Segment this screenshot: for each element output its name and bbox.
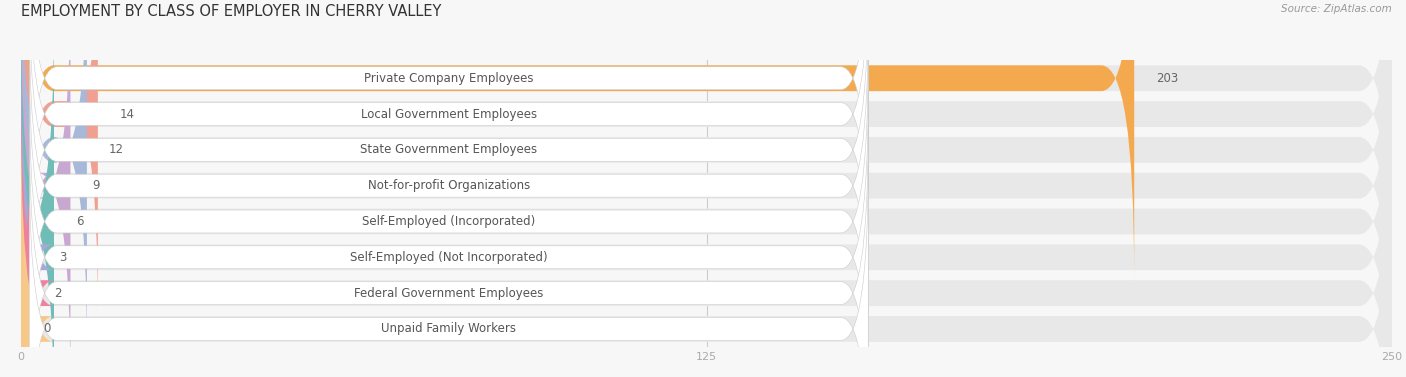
Text: Source: ZipAtlas.com: Source: ZipAtlas.com <box>1281 4 1392 14</box>
FancyBboxPatch shape <box>21 0 1392 280</box>
Text: EMPLOYMENT BY CLASS OF EMPLOYER IN CHERRY VALLEY: EMPLOYMENT BY CLASS OF EMPLOYER IN CHERR… <box>21 4 441 19</box>
Text: State Government Employees: State Government Employees <box>360 143 537 156</box>
Text: 6: 6 <box>76 215 83 228</box>
FancyBboxPatch shape <box>21 55 1392 377</box>
Text: 0: 0 <box>44 322 51 336</box>
Text: 14: 14 <box>120 107 135 121</box>
FancyBboxPatch shape <box>30 90 869 377</box>
FancyBboxPatch shape <box>21 20 53 377</box>
Text: Not-for-profit Organizations: Not-for-profit Organizations <box>368 179 530 192</box>
FancyBboxPatch shape <box>21 0 70 377</box>
Text: 203: 203 <box>1156 72 1178 85</box>
Text: Self-Employed (Incorporated): Self-Employed (Incorporated) <box>363 215 536 228</box>
FancyBboxPatch shape <box>30 161 869 377</box>
Text: Unpaid Family Workers: Unpaid Family Workers <box>381 322 516 336</box>
Text: 9: 9 <box>93 179 100 192</box>
Text: Federal Government Employees: Federal Government Employees <box>354 287 544 300</box>
Text: Self-Employed (Not Incorporated): Self-Employed (Not Incorporated) <box>350 251 547 264</box>
FancyBboxPatch shape <box>21 0 1392 377</box>
FancyBboxPatch shape <box>30 54 869 377</box>
FancyBboxPatch shape <box>21 20 1392 377</box>
FancyBboxPatch shape <box>21 0 98 316</box>
FancyBboxPatch shape <box>21 127 1392 377</box>
FancyBboxPatch shape <box>30 126 869 377</box>
FancyBboxPatch shape <box>21 91 1392 377</box>
FancyBboxPatch shape <box>30 0 869 317</box>
FancyBboxPatch shape <box>4 55 53 377</box>
FancyBboxPatch shape <box>30 0 869 282</box>
FancyBboxPatch shape <box>21 0 87 352</box>
FancyBboxPatch shape <box>21 0 1392 316</box>
FancyBboxPatch shape <box>0 127 53 377</box>
FancyBboxPatch shape <box>0 91 53 377</box>
FancyBboxPatch shape <box>21 0 1392 352</box>
Text: 2: 2 <box>53 287 62 300</box>
Text: 12: 12 <box>108 143 124 156</box>
FancyBboxPatch shape <box>21 0 1135 280</box>
FancyBboxPatch shape <box>30 0 869 246</box>
Text: Local Government Employees: Local Government Employees <box>361 107 537 121</box>
Text: Private Company Employees: Private Company Employees <box>364 72 533 85</box>
Text: 3: 3 <box>59 251 67 264</box>
FancyBboxPatch shape <box>30 18 869 353</box>
